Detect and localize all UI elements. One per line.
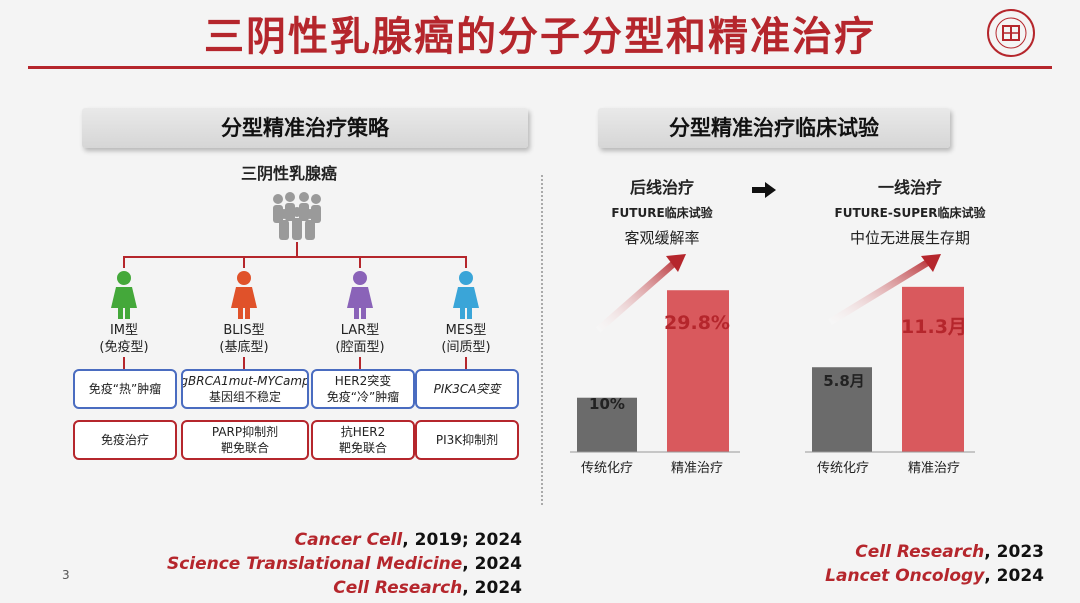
feature-box-blis: gBRCA1mut-MYCamp 基因组不稳定 <box>181 369 309 409</box>
chart-pfs <box>805 254 975 453</box>
reference-lancet-oncology: Lancet Oncology, 2024 <box>825 566 1044 586</box>
person-icon-im <box>111 271 137 319</box>
reference-cell-research-right: Cell Research, 2023 <box>855 542 1044 562</box>
reference-stm: Science Translational Medicine, 2024 <box>166 554 522 574</box>
panel-divider <box>541 175 543 505</box>
arrow-right-icon <box>752 182 776 198</box>
tree-drop-im <box>123 256 125 268</box>
trials-banner: 分型精准治疗临床试验 <box>598 108 950 148</box>
chart-orr <box>570 254 740 453</box>
growth-arrowhead-pfs <box>921 254 941 272</box>
patient-group-icon <box>273 192 321 240</box>
bar-value-pfs-precision: 11.3月 <box>901 316 967 338</box>
subtype-im: IM型 (免疫型) <box>99 323 149 355</box>
therapy-box-blis: PARP抑制剂 靶免联合 <box>181 420 309 460</box>
tree-drop-mes <box>465 256 467 268</box>
feature-box-lar: HER2突变 免疫“冷”肿瘤 <box>311 369 415 409</box>
growth-arrow-pfs <box>828 255 937 325</box>
reference-cell-research-left: Cell Research, 2024 <box>333 578 522 598</box>
connector-im <box>123 357 125 369</box>
bar-pfs-precision <box>902 286 964 452</box>
tree-drop-lar <box>359 256 361 268</box>
subtype-blis: BLIS型 (基底型) <box>219 323 269 355</box>
growth-arrowhead-orr <box>666 254 686 272</box>
tnbc-root-label: 三阴性乳腺癌 <box>240 164 337 183</box>
connector-lar <box>359 357 361 369</box>
trial-future: 后线治疗 FUTURE临床试验 客观缓解率 <box>611 178 713 247</box>
person-icon-mes <box>453 271 479 319</box>
tree-trunk <box>296 242 298 256</box>
page-number: 3 <box>62 568 70 582</box>
growth-arrow-orr <box>595 255 683 333</box>
subtype-mes: MES型 (间质型) <box>441 323 491 355</box>
therapy-box-im: 免疫治疗 <box>73 420 177 460</box>
connector-mes <box>465 357 467 369</box>
bar-value-pfs-traditional: 5.8月 <box>823 372 865 390</box>
strategy-banner: 分型精准治疗策略 <box>82 108 528 148</box>
bar-orr-traditional <box>577 397 637 452</box>
tree-branch <box>123 256 467 258</box>
axis-label-pfs-precision: 精准治疗 <box>907 461 960 476</box>
subtype-lar: LAR型 (腔面型) <box>335 323 385 355</box>
trial-future-super: 一线治疗 FUTURE-SUPER临床试验 中位无进展生存期 <box>834 178 986 247</box>
title-rule <box>28 66 1052 69</box>
therapy-box-lar: 抗HER2 靶免联合 <box>311 420 415 460</box>
fudan-logo <box>987 9 1035 57</box>
bar-pfs-traditional <box>812 367 872 452</box>
axis-label-orr-precision: 精准治疗 <box>670 461 723 476</box>
bar-orr-precision <box>667 290 729 452</box>
bar-value-orr-precision: 29.8% <box>664 312 730 334</box>
therapy-box-mes: PI3K抑制剂 <box>415 420 519 460</box>
person-icon-lar <box>347 271 373 319</box>
axis-label-pfs-traditional: 传统化疗 <box>816 461 869 476</box>
slide-title: 三阴性乳腺癌的分子分型和精准治疗 <box>204 14 876 60</box>
person-icon-blis <box>231 271 257 319</box>
axis-label-orr-traditional: 传统化疗 <box>580 461 633 476</box>
reference-cancer-cell: Cancer Cell, 2019; 2024 <box>294 530 522 550</box>
tree-drop-blis <box>243 256 245 268</box>
feature-box-im: 免疫“热”肿瘤 <box>73 369 177 409</box>
connector-blis <box>243 357 245 369</box>
feature-box-mes: PIK3CA突变 <box>415 369 519 409</box>
bar-value-orr-traditional: 10% <box>589 395 625 413</box>
